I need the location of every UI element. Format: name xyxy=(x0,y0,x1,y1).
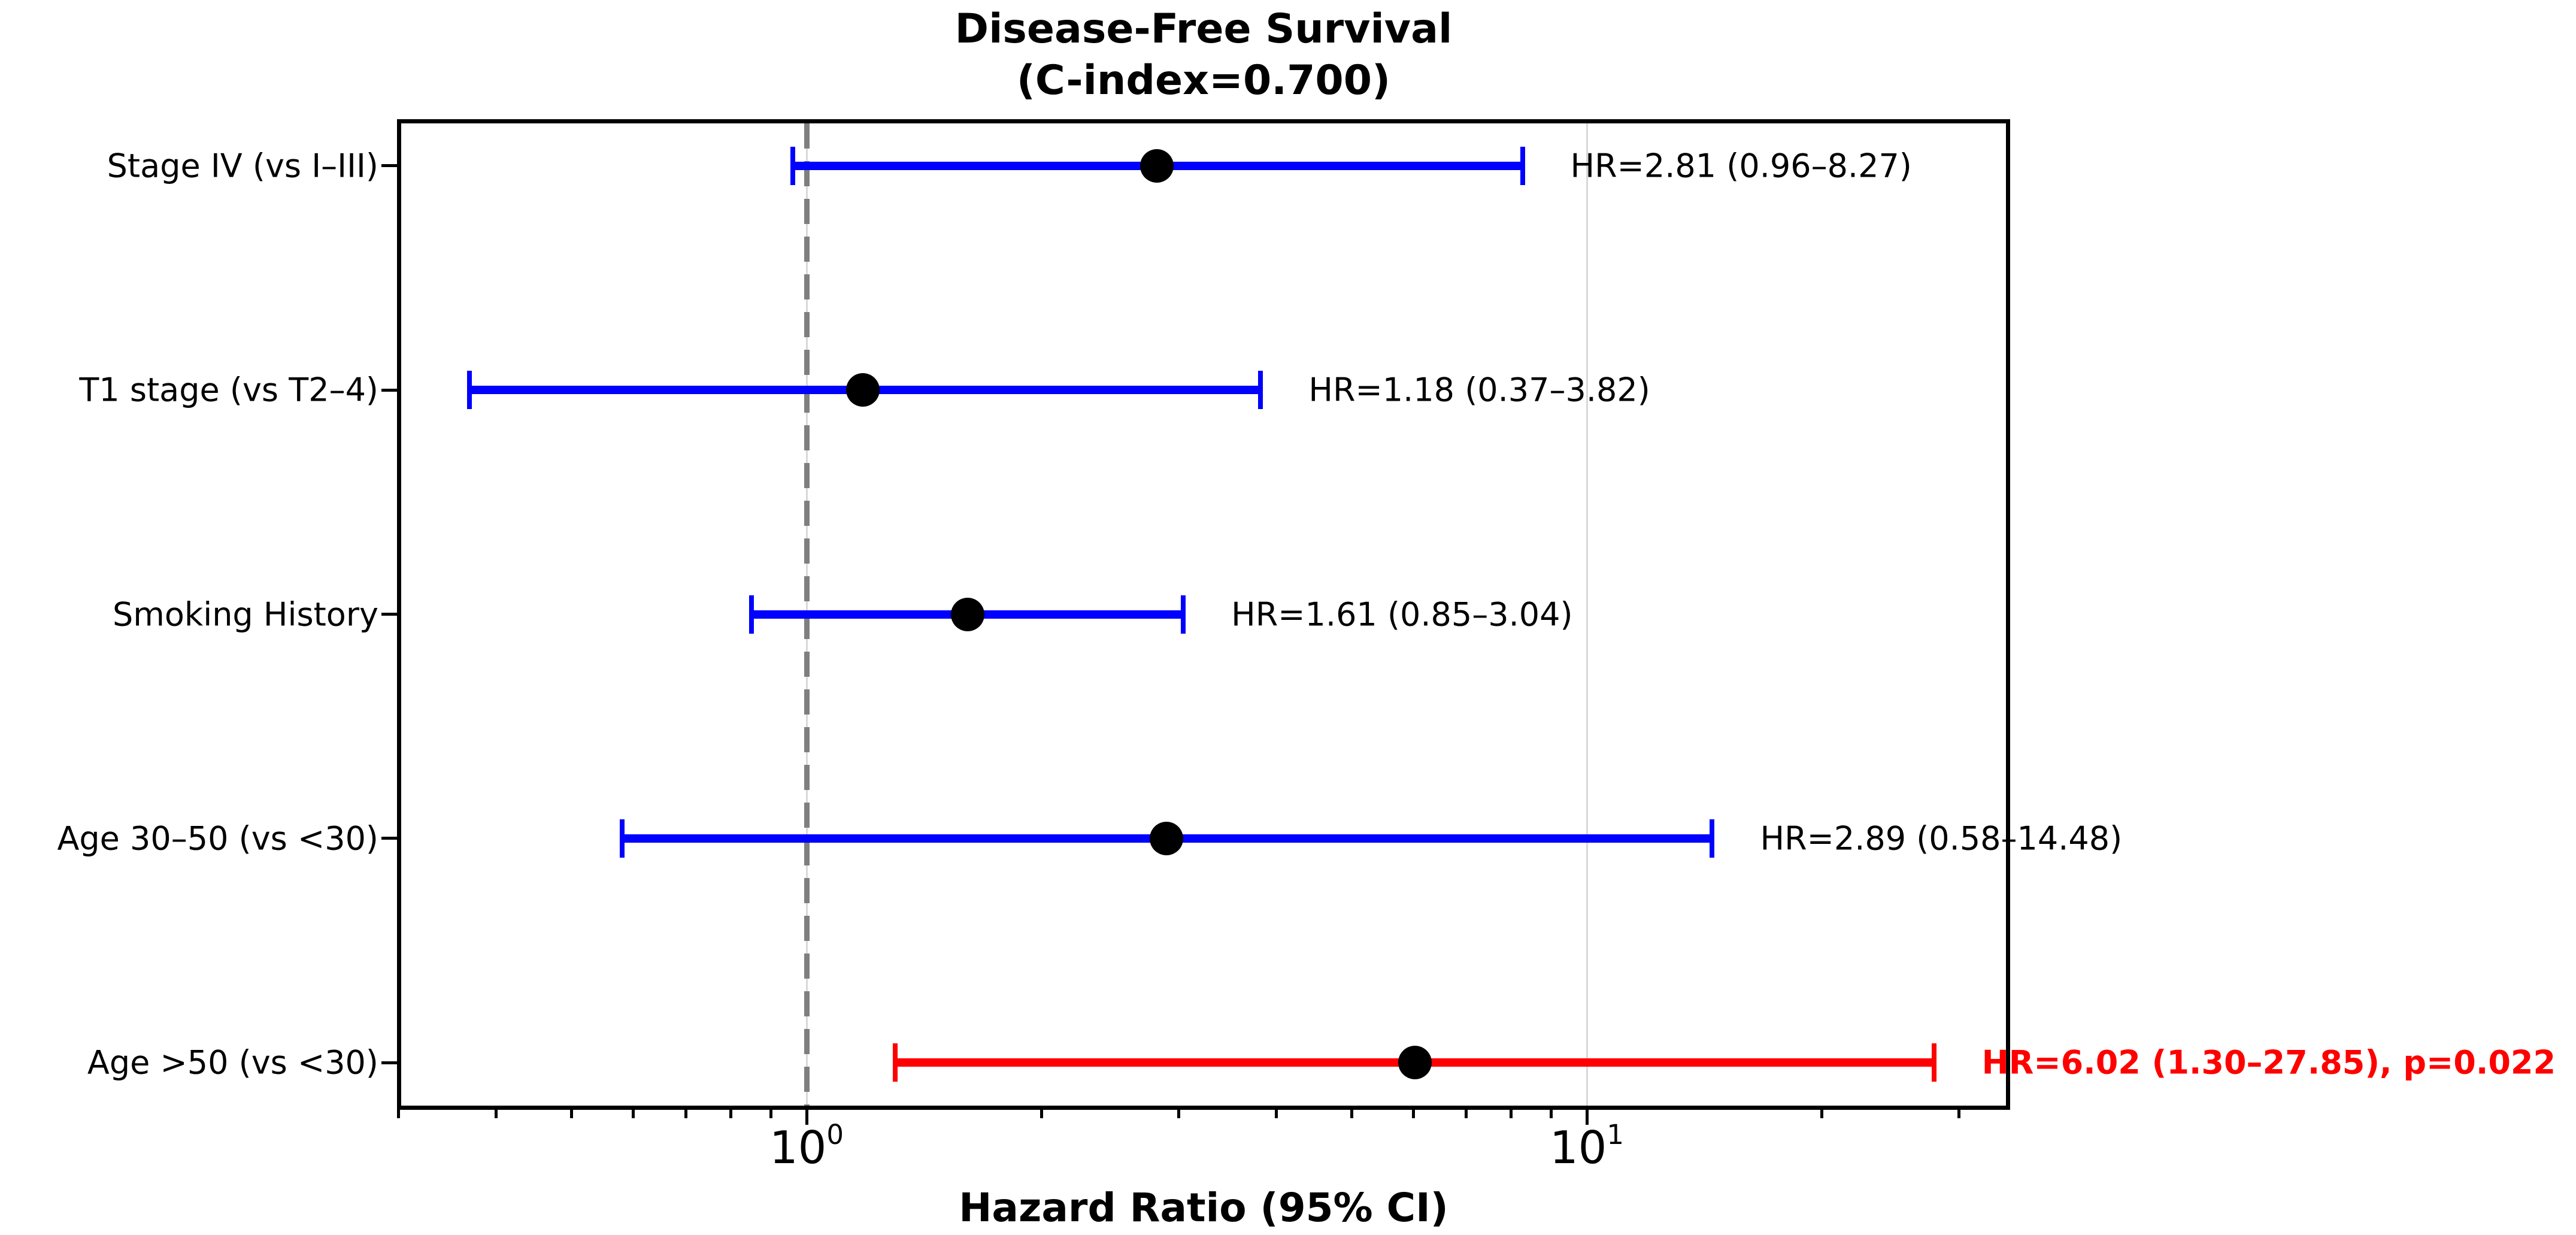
tick-mantissa: 10 xyxy=(769,1121,827,1174)
x-axis-minor-tick xyxy=(570,1110,574,1118)
chart-title: Disease-Free Survival xyxy=(954,5,1453,53)
hr-annotation: HR=6.02 (1.30–27.85), p=0.022 xyxy=(1981,1043,2556,1082)
chart-title-block: Disease-Free Survival (C-index=0.700) xyxy=(397,4,2010,107)
x-axis-minor-tick xyxy=(397,1110,401,1118)
x-axis-minor-tick xyxy=(1510,1110,1513,1118)
hr-annotation: HR=1.61 (0.85–3.04) xyxy=(1231,595,1573,633)
row-label: Stage IV (vs I–III) xyxy=(107,147,378,185)
x-axis-minor-tick xyxy=(684,1110,687,1118)
y-axis-tick xyxy=(381,164,397,168)
x-axis-minor-tick xyxy=(729,1110,733,1118)
ci-cap-high xyxy=(1258,371,1263,410)
hr-point-marker xyxy=(1398,1046,1432,1080)
row-label: T1 stage (vs T2–4) xyxy=(79,371,378,409)
ci-cap-low xyxy=(790,146,795,185)
hr-point-marker xyxy=(1149,821,1183,855)
ci-cap-low xyxy=(749,595,754,634)
x-axis-minor-tick xyxy=(1957,1110,1961,1118)
x-axis-major-tick xyxy=(1585,1110,1589,1125)
ci-cap-high xyxy=(1710,819,1715,858)
x-axis-minor-tick xyxy=(1549,1110,1553,1118)
hr-point-marker xyxy=(1139,149,1174,183)
x-axis-minor-tick xyxy=(1040,1110,1043,1118)
hr-annotation: HR=2.89 (0.58–14.48) xyxy=(1760,819,2123,858)
tick-exponent: 1 xyxy=(1607,1119,1625,1151)
hr-point-marker xyxy=(951,597,985,631)
x-axis-minor-tick xyxy=(1464,1110,1468,1118)
x-axis-minor-tick xyxy=(632,1110,635,1118)
x-axis-minor-tick xyxy=(1177,1110,1181,1118)
hr-annotation: HR=2.81 (0.96–8.27) xyxy=(1570,147,1912,185)
ci-cap-high xyxy=(1520,146,1525,185)
ci-cap-low xyxy=(619,819,625,858)
hr-annotation: HR=1.18 (0.37–3.82) xyxy=(1308,371,1650,409)
x-axis-minor-tick xyxy=(1412,1110,1416,1118)
x-axis-tick-label: 100 xyxy=(717,1119,896,1174)
plot-area-border xyxy=(397,119,2010,1110)
x-axis-major-tick xyxy=(805,1110,808,1125)
ci-cap-low xyxy=(893,1043,898,1082)
y-axis-tick xyxy=(381,613,397,616)
y-axis-tick xyxy=(381,837,397,840)
x-axis-minor-tick xyxy=(1274,1110,1278,1118)
x-axis-minor-tick xyxy=(1350,1110,1354,1118)
y-axis-tick xyxy=(381,1061,397,1064)
x-axis-label: Hazard Ratio (95% CI) xyxy=(959,1185,1448,1231)
x-axis-minor-tick xyxy=(494,1110,498,1118)
ci-cap-low xyxy=(467,371,472,410)
row-label: Smoking History xyxy=(113,595,378,633)
hr-point-marker xyxy=(845,373,880,407)
x-axis-minor-tick xyxy=(1820,1110,1823,1118)
x-axis-minor-tick xyxy=(769,1110,772,1118)
row-label: Age 30–50 (vs <30) xyxy=(57,819,378,858)
x-gridline xyxy=(1586,123,1588,1106)
chart-subtitle: (C-index=0.700) xyxy=(1016,57,1391,104)
row-label: Age >50 (vs <30) xyxy=(87,1043,378,1082)
y-axis-tick xyxy=(381,388,397,392)
ci-cap-high xyxy=(1181,595,1186,634)
tick-exponent: 0 xyxy=(826,1119,844,1151)
tick-mantissa: 10 xyxy=(1549,1121,1607,1174)
ci-cap-high xyxy=(1931,1043,1936,1082)
x-axis-tick-label: 101 xyxy=(1497,1119,1677,1174)
